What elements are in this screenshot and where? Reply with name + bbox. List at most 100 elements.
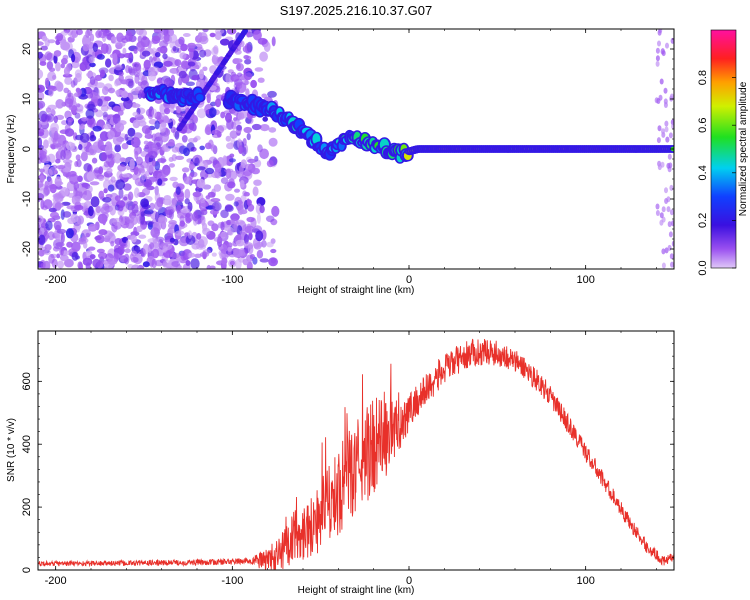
noise-blob <box>135 156 143 166</box>
noise-blob <box>88 205 94 217</box>
snr-panel: -200 -100 0 100 0 200 400 600 Height of straig… <box>6 330 675 596</box>
noise-blob <box>180 208 190 214</box>
noise-blob <box>138 89 145 98</box>
noise-blob <box>171 261 181 267</box>
noise-blob <box>250 79 257 89</box>
noise-blob <box>237 72 243 77</box>
noise-blob <box>120 79 129 85</box>
noise-blob <box>75 29 83 36</box>
colorbar-gradient <box>710 29 737 269</box>
noise-blob <box>159 103 164 113</box>
noise-blob <box>103 237 111 243</box>
noise-blob <box>133 48 138 54</box>
noise-blob <box>178 70 187 79</box>
noise-blob <box>244 163 253 170</box>
noise-blob <box>233 248 241 258</box>
noise-blob <box>205 195 211 200</box>
noise-blob <box>226 119 234 130</box>
noise-blob <box>199 145 205 151</box>
noise-blob <box>227 246 233 252</box>
noise-blob <box>671 220 674 227</box>
noise-blob <box>92 125 102 132</box>
noise-blob <box>230 74 240 82</box>
noise-blob <box>154 120 160 130</box>
noise-blob <box>245 88 250 97</box>
noise-blob <box>60 232 65 244</box>
noise-blob <box>157 216 168 224</box>
noise-blob <box>268 257 278 267</box>
noise-blob <box>665 42 669 49</box>
noise-blob <box>220 209 229 219</box>
noise-blob <box>143 140 149 145</box>
noise-blob <box>88 56 95 64</box>
noise-blob <box>102 214 107 226</box>
noise-blob <box>204 167 215 175</box>
noise-blob <box>157 178 163 186</box>
noise-blob <box>136 41 145 52</box>
noise-blob <box>159 40 168 48</box>
noise-blob <box>62 54 69 61</box>
noise-blob <box>233 117 238 122</box>
noise-blob <box>664 126 669 133</box>
noise-blob <box>191 74 199 81</box>
noise-blob <box>80 151 88 162</box>
noise-blob <box>206 126 211 133</box>
noise-blob <box>142 243 150 255</box>
noise-blob <box>194 157 200 167</box>
noise-blob <box>211 252 217 257</box>
noise-blob <box>109 205 116 216</box>
noise-blob <box>54 176 62 187</box>
noise-blob <box>256 249 264 259</box>
noise-blob <box>657 125 662 132</box>
noise-blob <box>45 220 53 231</box>
noise-blob <box>38 217 42 223</box>
noise-blob <box>125 239 130 250</box>
noise-blob <box>229 260 235 266</box>
noise-blob <box>97 139 104 150</box>
noise-blob <box>43 185 51 196</box>
noise-blob <box>159 123 166 134</box>
noise-blob <box>210 144 216 152</box>
noise-blob <box>45 107 52 113</box>
noise-blob <box>266 241 274 248</box>
snr-y-ticks: 0 200 400 600 <box>21 330 674 573</box>
colorbar-label: Normalized spectral amplitude <box>738 81 749 216</box>
noise-blob <box>259 205 265 214</box>
colorbar-tick-label: 0.0 <box>697 260 709 275</box>
noise-blob <box>196 243 206 250</box>
noise-blob <box>149 242 155 250</box>
noise-blob <box>89 62 96 68</box>
noise-blob <box>216 125 225 134</box>
noise-blob <box>656 137 661 144</box>
noise-blob <box>220 221 225 231</box>
noise-blob <box>257 77 265 83</box>
noise-blob <box>252 30 262 41</box>
noise-blob <box>66 29 73 36</box>
noise-blob <box>43 249 51 256</box>
noise-blob <box>181 135 188 143</box>
noise-blob <box>115 179 126 190</box>
noise-blob <box>667 244 672 251</box>
noise-blob <box>114 64 123 71</box>
noise-blob <box>55 61 61 72</box>
noise-blob <box>211 201 222 212</box>
noise-blob <box>123 196 128 201</box>
noise-blob <box>231 120 242 125</box>
noise-blob <box>60 187 69 197</box>
noise-blob <box>235 63 244 72</box>
noise-blob <box>182 33 191 37</box>
noise-blob <box>168 139 175 146</box>
noise-blob <box>63 41 73 52</box>
noise-blob <box>108 87 115 94</box>
spectrogram-x-label: Height of straight line (km) <box>298 285 415 296</box>
noise-blob <box>44 77 50 88</box>
noise-blob <box>259 51 268 62</box>
noise-blob <box>154 52 161 58</box>
noise-blob <box>129 68 136 76</box>
noise-blob <box>98 229 108 236</box>
noise-blob <box>246 216 255 223</box>
noise-blob <box>174 59 182 67</box>
noise-blob <box>99 69 106 76</box>
noise-blob <box>234 188 240 193</box>
noise-blob <box>211 54 217 64</box>
